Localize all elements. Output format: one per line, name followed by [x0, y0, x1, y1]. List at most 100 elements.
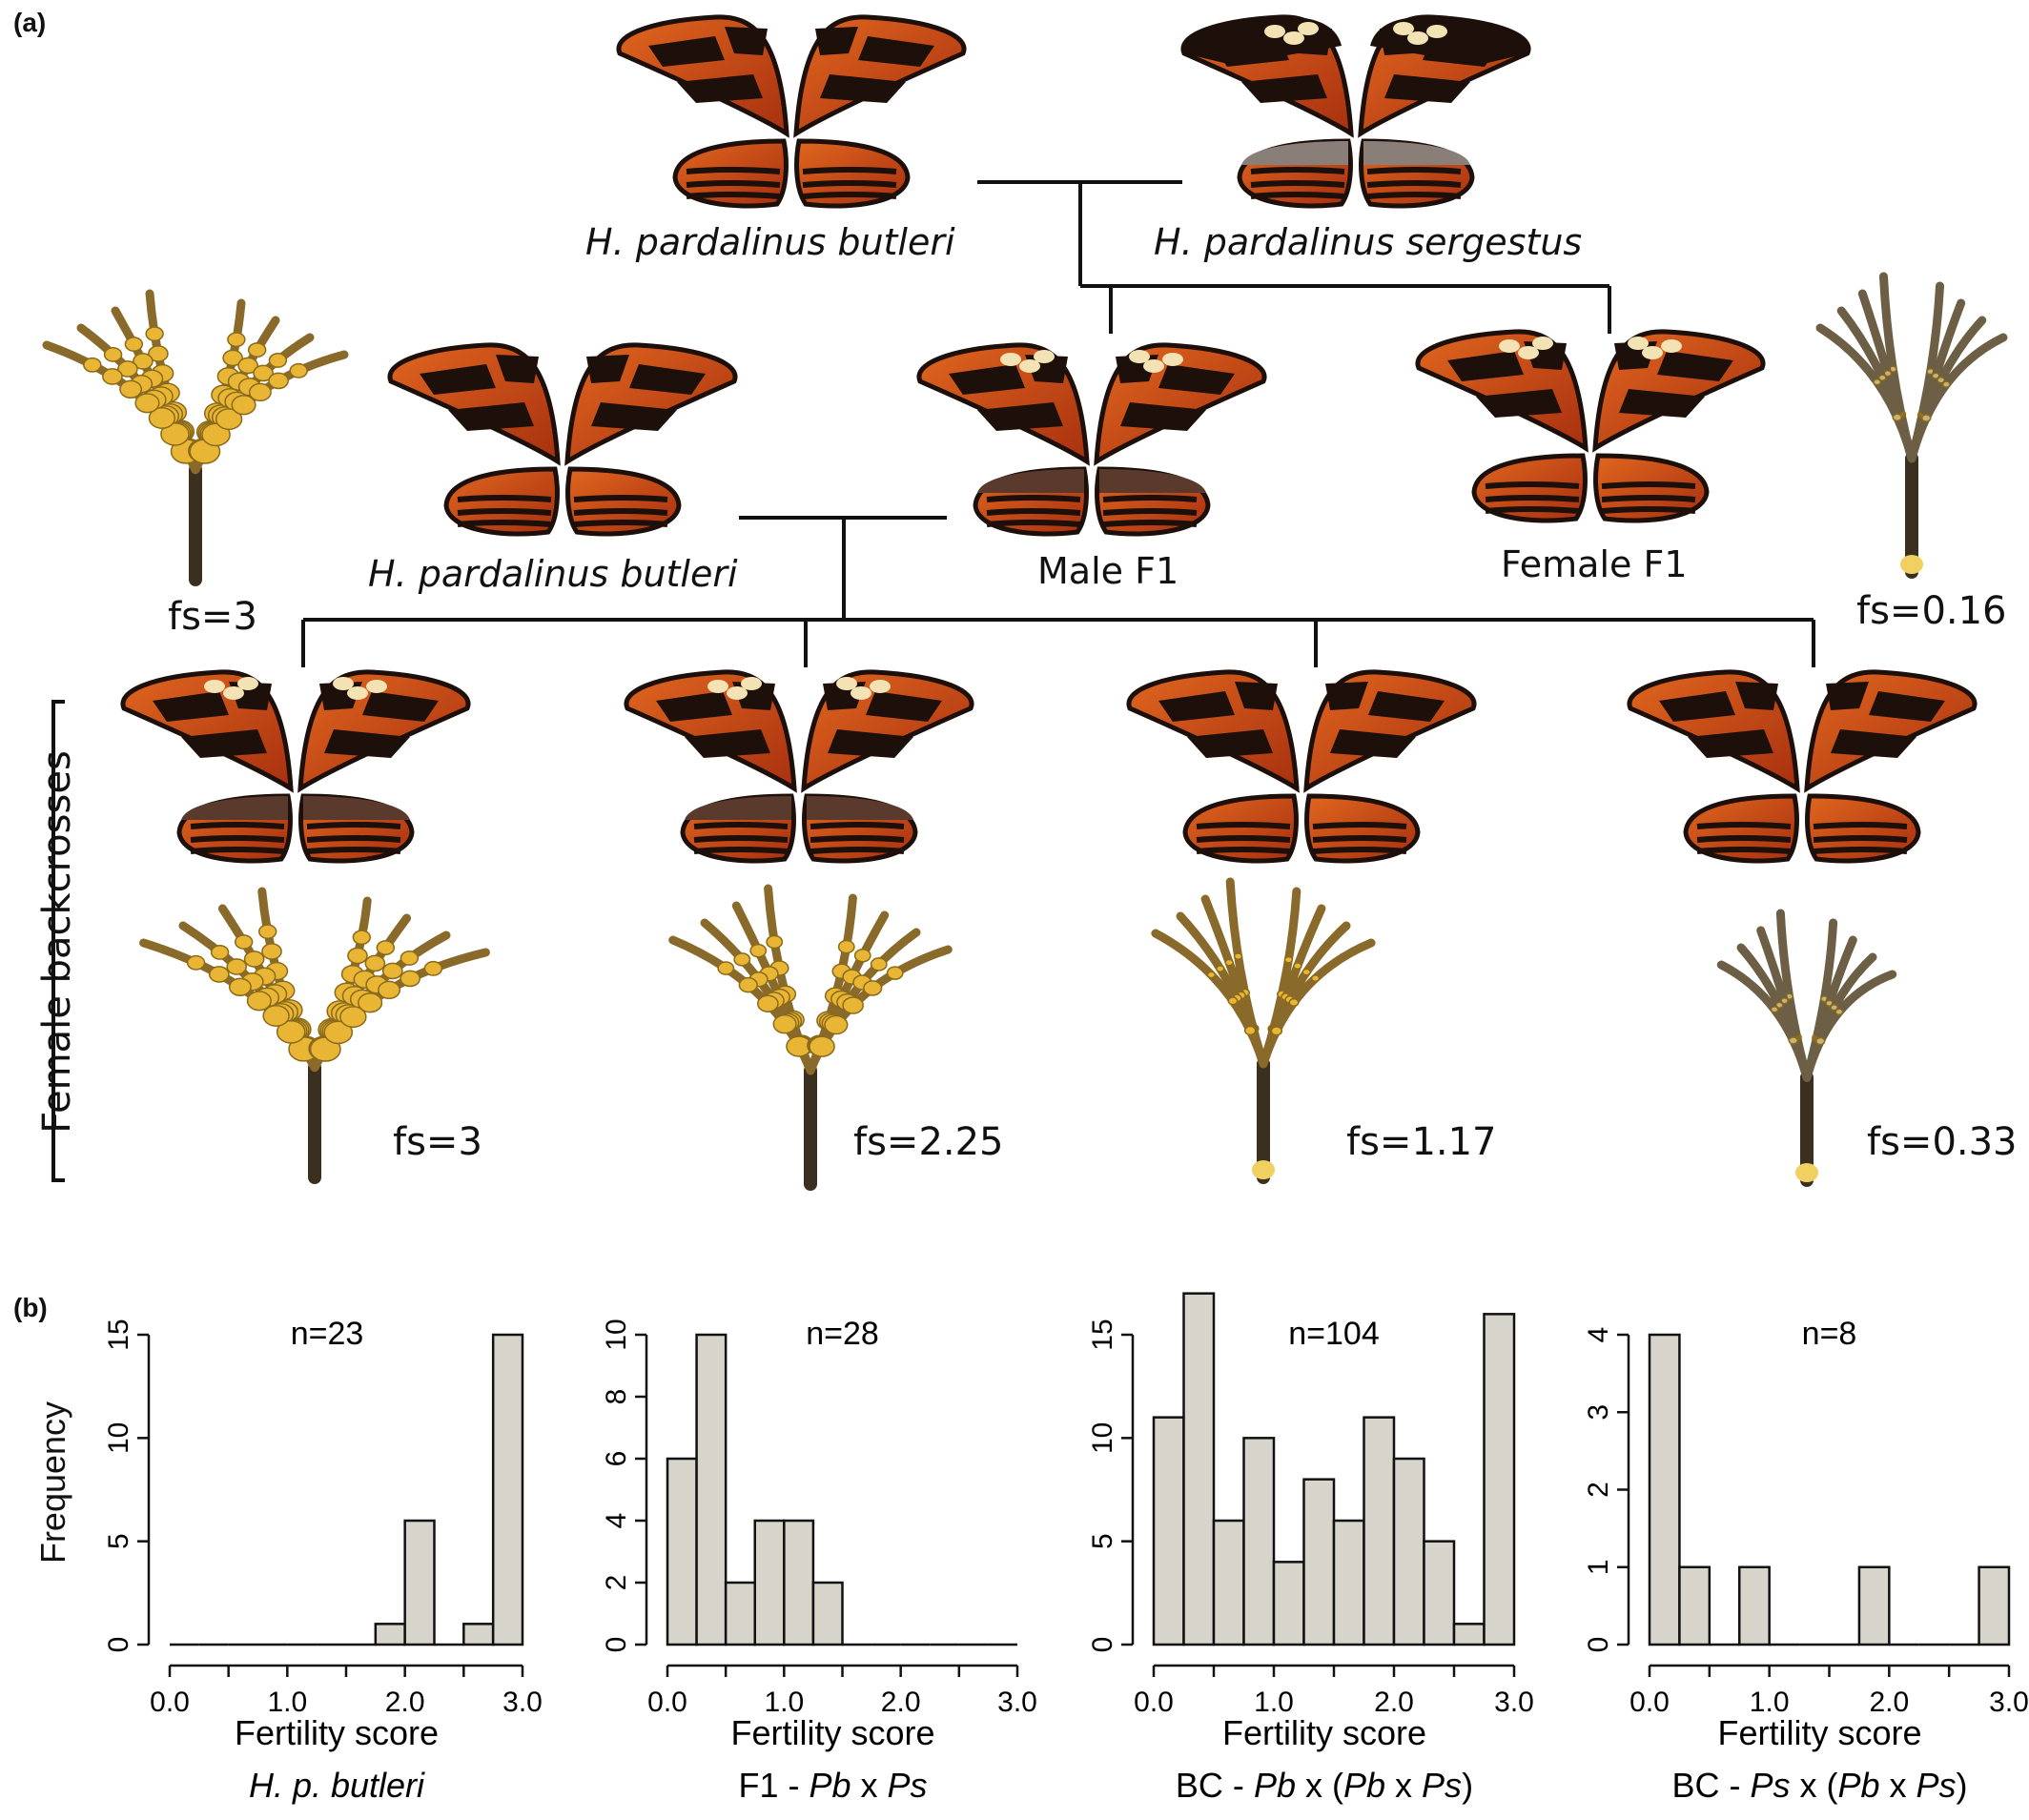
ovary-butleri-fertile	[42, 289, 349, 586]
y-tick-label: 10	[103, 1422, 134, 1454]
hist-bar	[811, 1581, 844, 1646]
fs-backcross-1: fs=3	[393, 1120, 482, 1164]
x-tick-label: 0.0	[1134, 1687, 1174, 1718]
x-tick-label: 3.0	[502, 1687, 543, 1718]
hist-bar	[1182, 1292, 1216, 1646]
hist-bar	[1483, 1313, 1516, 1646]
hist-bar	[1302, 1478, 1336, 1646]
hist-bar	[1423, 1540, 1456, 1646]
x-tick-label: 1.0	[1254, 1687, 1294, 1718]
fs-backcross-3: fs=1.17	[1346, 1120, 1497, 1164]
y-tick-label: 0	[601, 1637, 632, 1653]
histogram-subtitle: BC - Pb x (Pb x Ps)	[1176, 1766, 1473, 1805]
hist-bar	[1242, 1437, 1276, 1646]
hist-bar	[1857, 1565, 1891, 1646]
hist-bar	[462, 1623, 495, 1646]
butterfly-butleri-backcross-parent	[387, 342, 738, 537]
y-tick-label: 10	[601, 1319, 632, 1350]
butterfly-male-f1	[916, 342, 1267, 537]
ovary-backcross-2	[668, 884, 953, 1191]
y-tick-label: 15	[1087, 1319, 1118, 1350]
label-f1gen-butleri: H. pardalinus butleri	[368, 553, 738, 595]
y-tick-label: 0	[103, 1637, 134, 1653]
y-tick-label: 2	[601, 1575, 632, 1591]
y-tick-label: 4	[601, 1513, 632, 1529]
y-tick-label: 6	[601, 1451, 632, 1467]
hist-bar	[374, 1623, 406, 1646]
hist-bar	[1978, 1565, 2011, 1646]
y-tick-label: 10	[1087, 1422, 1118, 1454]
sample-size-label: n=23	[291, 1316, 364, 1352]
hist-bar	[695, 1333, 728, 1646]
pedigree-lines	[301, 180, 1815, 667]
y-tick-label: 15	[103, 1319, 134, 1350]
y-tick-label: 5	[103, 1533, 134, 1549]
sample-size-label: n=28	[806, 1316, 879, 1352]
hist-bar	[1738, 1565, 1771, 1646]
butterfly-female-f1	[1415, 329, 1766, 523]
x-tick-label: 1.0	[267, 1687, 307, 1718]
sample-size-label: n=104	[1288, 1316, 1380, 1352]
hist-bar	[1452, 1623, 1486, 1646]
y-tick-label: 1	[1583, 1559, 1614, 1575]
x-tick-label: 1.0	[1750, 1687, 1790, 1718]
histogram-subtitle: BC - Ps x (Pb x Ps)	[1671, 1766, 1967, 1805]
fs-butleri-parent: fs=3	[168, 595, 257, 639]
hist-bar	[403, 1519, 436, 1646]
x-tick-label: 0.0	[1629, 1687, 1670, 1718]
histogram-subtitle: H. p. butleri	[249, 1766, 425, 1805]
x-tick-label: 2.0	[1374, 1687, 1414, 1718]
y-tick-label: 8	[601, 1389, 632, 1405]
fs-backcross-2: fs=2.25	[853, 1120, 1004, 1164]
x-axis-label: Fertility score	[730, 1713, 934, 1752]
hist-bar	[724, 1581, 757, 1646]
ovary-backcross-3	[1151, 877, 1376, 1184]
panel-a-label: (a)	[13, 8, 47, 37]
panel-b-label: (b)	[13, 1293, 48, 1322]
histogram-1: 0 5 10 15 0.0 1.0 2.0 3.0 n=23 Fertility score H. …	[103, 1316, 543, 1805]
ovary-female-f1-sterile	[1815, 272, 2008, 579]
hist-bar	[753, 1519, 786, 1646]
hist-bar	[1152, 1416, 1185, 1646]
label-female-f1: Female F1	[1501, 543, 1688, 585]
hist-bar	[666, 1457, 698, 1646]
fs-backcross-4: fs=0.33	[1867, 1120, 2018, 1164]
x-axis-label: Fertility score	[235, 1713, 439, 1752]
histogram-subtitle: F1 - Pb x Ps	[738, 1766, 927, 1805]
hist-bar	[783, 1519, 815, 1646]
hist-bar	[1648, 1333, 1681, 1646]
y-tick-label: 0	[1087, 1637, 1118, 1653]
butterfly-backcross-3	[1126, 669, 1477, 864]
hist-bar	[491, 1333, 524, 1646]
x-axis-label: Fertility score	[1717, 1713, 1921, 1752]
butterfly-sergestus-parent	[1180, 14, 1531, 209]
y-tick-label: 3	[1583, 1404, 1614, 1421]
backcross-bracket	[51, 700, 65, 1182]
hist-bar	[1363, 1416, 1396, 1646]
x-tick-label: 3.0	[1494, 1687, 1534, 1718]
histogram-3: 0 5 10 15 0.0 1.0 2.0 3.0 n=104 Fertility score BC…	[1087, 1292, 1534, 1805]
y-tick-label: 4	[1583, 1327, 1614, 1343]
ovary-backcross-4	[1716, 909, 1897, 1187]
label-parent-sergestus: H. pardalinus sergestus	[1154, 221, 1583, 263]
hist-bar	[1392, 1457, 1425, 1646]
label-parent-butleri: H. pardalinus butleri	[585, 221, 955, 263]
x-axis-label: Fertility score	[1222, 1713, 1426, 1752]
histogram-2: 0 2 4 6 8 10 0.0 1.0 2.0 3.0 n=28 Fertility score F1…	[601, 1316, 1037, 1805]
x-tick-label: 2.0	[881, 1687, 921, 1718]
butterfly-backcross-1	[120, 669, 471, 864]
x-tick-label: 1.0	[764, 1687, 804, 1718]
hist-bar	[1332, 1519, 1365, 1646]
butterfly-backcross-2	[624, 669, 974, 864]
hist-bar	[1678, 1565, 1711, 1646]
hist-bar	[1212, 1519, 1245, 1646]
x-tick-label: 3.0	[1989, 1687, 2029, 1718]
butterfly-backcross-4	[1627, 669, 1978, 864]
x-tick-label: 2.0	[385, 1687, 425, 1718]
label-male-f1: Male F1	[1037, 550, 1179, 592]
butterfly-butleri-parent	[616, 14, 967, 209]
fs-female-f1: fs=0.16	[1856, 589, 2007, 633]
x-tick-label: 2.0	[1869, 1687, 1909, 1718]
histogram-4: 0 1 2 3 4 0.0 1.0 2.0 3.0 n=8 Fertility score BC - …	[1583, 1316, 2029, 1805]
